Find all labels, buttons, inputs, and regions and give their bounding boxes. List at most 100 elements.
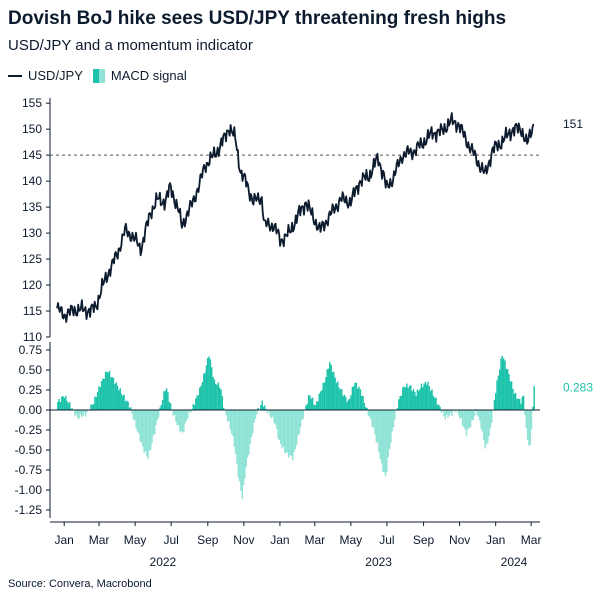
macd-bar-positive [124,401,127,410]
macd-bar-negative [471,410,473,421]
macd-bar-negative [376,410,379,443]
macd-bar-positive [264,405,266,410]
macd-bar-negative [250,410,253,438]
macd-bar-negative [188,410,190,412]
macd-bar-negative [380,410,383,464]
macd-bar-negative [491,410,493,423]
macd-bar-positive [521,396,524,410]
macd-bar-positive [114,384,116,410]
macd-bar-positive [104,371,107,410]
macd-bar-negative [266,410,269,414]
x-month-label: Mar [304,533,325,547]
macd-bar-positive [518,399,521,410]
macd-bar-negative [269,410,271,417]
x-month-label: Nov [233,533,254,547]
macd-bar-negative [252,410,254,434]
macd-bar-positive [215,383,217,410]
macd-bar-negative [155,410,157,425]
macd-bar-positive [412,389,415,410]
macd-bar-positive [67,403,70,410]
macd-bar-negative [187,410,189,419]
macd-bar-negative [277,410,279,439]
macd-bar-negative [81,410,83,418]
macd-bar-positive [199,387,201,410]
macd-bar-negative [241,410,244,500]
legend: USD/JPY MACD signal [8,68,187,83]
macd-bar-positive [217,382,220,410]
macd-bar-negative [77,410,79,418]
macd-bar-positive [61,396,63,410]
macd-bar-positive [216,384,218,410]
macd-bar-positive [69,402,71,410]
macd-bar-positive [203,373,205,410]
macd-bar-positive [326,369,328,410]
macd-bar-negative [230,410,233,434]
macd-bar-positive [94,396,96,410]
macd-bar-negative [481,410,484,432]
macd-bar-negative [237,410,240,478]
macd-bar-negative [229,410,232,430]
macd-bar-negative [290,410,293,456]
macd-bar-negative [152,410,155,436]
macd-bar-positive [200,385,202,410]
macd-bar-positive [115,382,117,410]
macd-bar-positive [164,390,167,410]
macd-bar-negative [457,410,460,416]
macd-bar-negative [468,410,470,428]
legend-usdjpy: USD/JPY [28,68,83,83]
macd-bar-negative [253,410,255,423]
macd-bar-negative [479,410,481,421]
price-y-tick-label: 150 [22,122,42,136]
macd-bar-negative [461,410,464,426]
macd-bar-positive [495,393,497,410]
macd-bar-positive [98,386,100,410]
macd-bar-positive [95,397,98,410]
macd-bar-positive [419,388,421,410]
macd-bar-negative [150,410,152,450]
price-y-tick-label: 110 [23,330,42,344]
macd-bar-negative [75,410,78,415]
macd-bar-negative [244,410,246,479]
macd-bar-positive [504,360,506,410]
macd-bar-positive [120,393,123,410]
macd-bar-positive [354,382,356,410]
macd-bar-positive [321,390,323,410]
macd-bar-negative [134,410,136,421]
macd-bar-positive [161,400,164,410]
macd-bar-negative [371,410,374,427]
macd-bar-positive [211,367,213,410]
macd-bar-positive [410,385,412,410]
price-y-tick-label: 115 [23,304,42,318]
macd-bar-negative [378,410,380,453]
macd-bar-negative [296,410,298,445]
macd-bar-negative [379,410,382,459]
macd-bar-positive [307,395,310,410]
price-y-tick-label: 135 [22,200,42,214]
macd-bar-positive [169,403,172,410]
macd-bar-positive [424,381,427,410]
x-month-label: Mar [521,533,542,547]
macd-bar-negative [236,410,238,464]
macd-bar-negative [529,410,531,446]
macd-bar-positive [399,396,401,410]
macd-bar-negative [298,410,301,435]
macd-bar-positive [257,408,259,410]
macd-bar-negative [388,410,391,450]
macd-bar-positive [496,380,498,410]
macd-bar-negative [386,410,388,472]
macd-bar-negative [156,410,159,421]
macd-bar-negative [293,410,295,453]
macd-bar-positive [110,377,112,410]
x-month-label: May [124,533,147,547]
macd-bar-negative [140,410,143,443]
macd-bar-positive [366,407,368,410]
macd-bar-positive [70,408,72,410]
macd-y-tick-label: -0.50 [15,443,43,457]
price-y-tick-label: 125 [22,252,42,266]
macd-bar-positive [493,399,496,410]
macd-bar-negative [444,410,447,420]
usdjpy-line [56,112,535,323]
macd-bar-positive [426,384,428,410]
macd-bar-positive [313,404,315,410]
macd-bar-negative [177,410,180,426]
